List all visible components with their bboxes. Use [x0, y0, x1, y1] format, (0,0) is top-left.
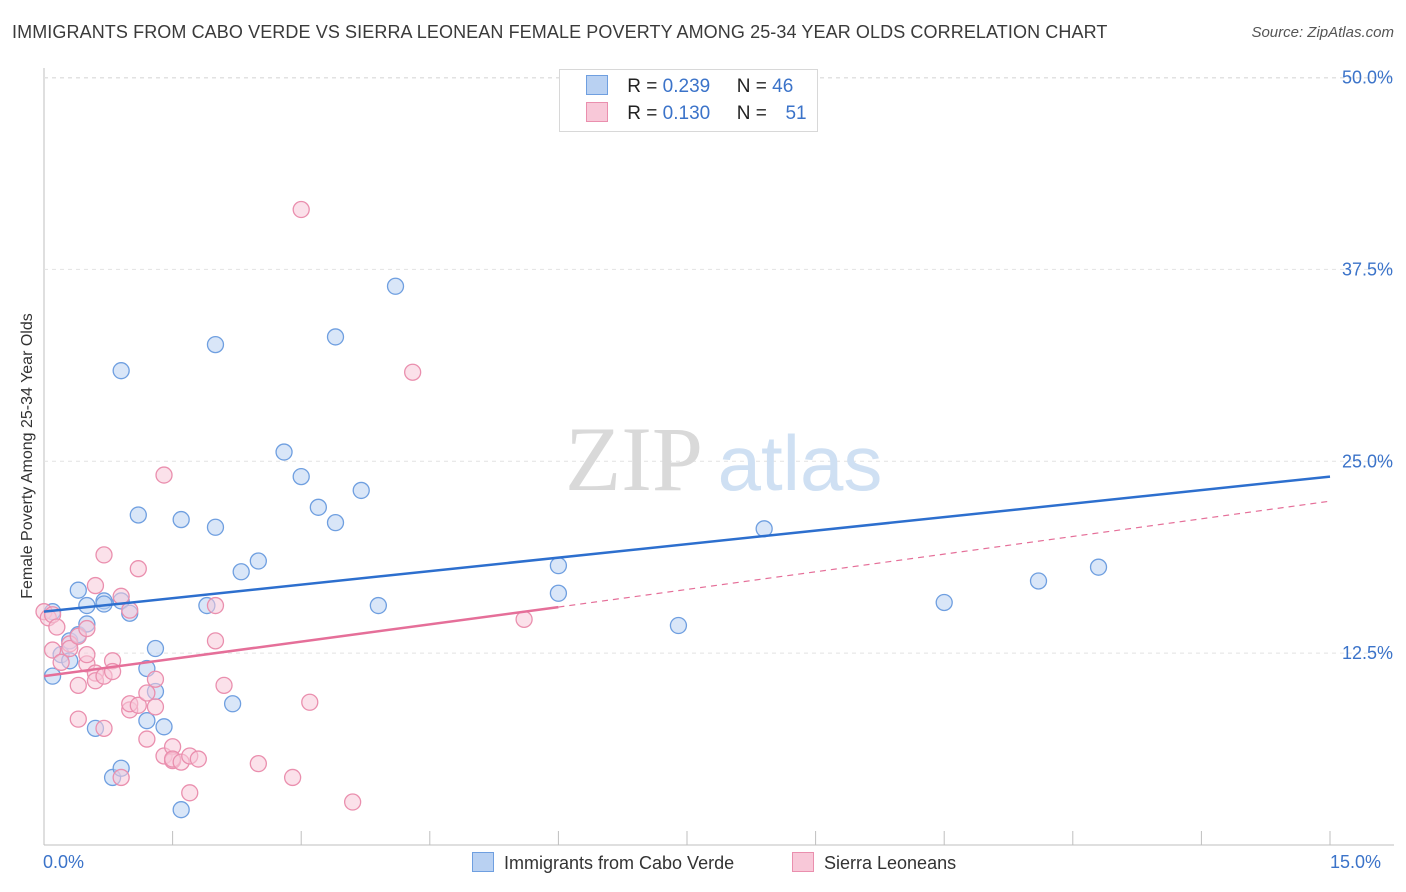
- cabo-verde-point: [326, 328, 345, 346]
- legend-swatch-cabo-verde: [586, 75, 608, 95]
- cabo-verde-trend-line: [43, 475, 1331, 613]
- cabo-verde-point: [138, 712, 156, 730]
- cabo-verde-point: [155, 718, 173, 736]
- sierra-leone-point: [138, 684, 156, 702]
- cabo-verde-point: [249, 552, 267, 570]
- y-tick-label: 37.5%: [1342, 259, 1393, 279]
- bottom-legend-swatch-cabo-verde: [472, 852, 494, 872]
- x-tick-label-min: 0.0%: [43, 852, 85, 872]
- bottom-legend-cabo-verde: Immigrants from Cabo Verde: [472, 852, 734, 874]
- sierra-leone-point: [404, 363, 422, 381]
- sierra-leone-point: [129, 560, 147, 578]
- cabo-verde-point: [386, 277, 405, 295]
- sierra-leone-point: [249, 754, 267, 773]
- sierra-leone-point: [189, 750, 207, 768]
- legend-n-label: N =: [736, 76, 767, 97]
- cabo-verde-point: [112, 362, 130, 380]
- sierra-leone-point: [283, 768, 302, 787]
- legend-r-value: 0.130: [662, 103, 711, 124]
- sierra-leone-point: [146, 670, 165, 688]
- y-tick-label: 25.0%: [1342, 451, 1393, 471]
- legend-r-label: R =: [627, 76, 658, 97]
- cabo-verde-point: [292, 467, 310, 486]
- legend-n-value: 51: [785, 103, 807, 124]
- cabo-verde-point: [309, 498, 327, 516]
- source-credit: Source: ZipAtlas.com: [1251, 24, 1394, 41]
- sierra-leone-point: [129, 696, 147, 714]
- bottom-legend-sierra-leone: Sierra Leoneans: [792, 852, 956, 874]
- cabo-verde-point: [69, 581, 87, 599]
- cabo-verde-point: [1029, 572, 1048, 590]
- sierra-leone-point: [121, 601, 139, 619]
- sierra-leone-point: [138, 730, 156, 748]
- sierra-leone-point: [78, 619, 96, 638]
- sierra-leone-point: [206, 596, 225, 615]
- cabo-verde-point: [935, 593, 953, 612]
- y-tick-label: 50.0%: [1342, 68, 1393, 88]
- watermark-zip: ZIP: [565, 408, 703, 510]
- sierra-leone-point: [86, 576, 105, 595]
- sierra-leone-point: [61, 639, 79, 658]
- bottom-legend-label-cabo-verde: Immigrants from Cabo Verde: [504, 853, 735, 873]
- sierra-leone-point: [43, 641, 62, 659]
- cabo-verde-point: [549, 584, 568, 602]
- sierra-leone-point: [155, 466, 173, 484]
- legend-row-cabo-verde: R = 0.239 N = 46: [586, 75, 793, 99]
- x-tick-label-max: 15.0%: [1330, 852, 1382, 872]
- sierra-leone-point: [146, 698, 165, 716]
- cabo-verde-point: [172, 801, 190, 819]
- legend-r-value: 0.239: [662, 76, 711, 97]
- sierra-leone-point: [48, 618, 66, 636]
- legend-n-label: N =: [736, 103, 767, 124]
- cabo-verde-point: [172, 510, 190, 529]
- sierra-leone-point: [301, 693, 319, 711]
- cabo-verde-point: [232, 563, 250, 581]
- cabo-verde-point: [275, 443, 293, 461]
- cabo-verde-point: [549, 556, 568, 575]
- watermark-atlas: atlas: [718, 419, 883, 507]
- cabo-verde-point: [369, 596, 388, 615]
- sierra-leone-trend-extension: [558, 500, 1331, 608]
- cabo-verde-point: [206, 518, 225, 536]
- y-tick-label: 12.5%: [1342, 643, 1393, 663]
- sierra-leone-point: [292, 200, 310, 219]
- cabo-verde-point: [669, 616, 688, 635]
- sierra-leone-point: [215, 676, 233, 695]
- sierra-leone-point: [206, 632, 225, 650]
- legend-swatch-sierra-leone: [586, 102, 608, 122]
- sierra-leone-point: [343, 793, 362, 811]
- correlation-legend: R = 0.239 N = 46 R = 0.130 N = 51: [559, 69, 818, 132]
- sierra-leone-point: [112, 768, 130, 787]
- bottom-legend-swatch-sierra-leone: [792, 852, 814, 872]
- cabo-verde-point: [326, 514, 345, 532]
- cabo-verde-point: [223, 695, 242, 713]
- cabo-verde-point: [206, 335, 225, 354]
- sierra-leone-point: [69, 710, 87, 728]
- sierra-leone-point: [78, 646, 96, 664]
- chart-title: IMMIGRANTS FROM CABO VERDE VS SIERRA LEO…: [12, 22, 1108, 42]
- cabo-verde-point: [146, 639, 165, 658]
- cabo-verde-point: [352, 481, 370, 500]
- legend-row-sierra-leone: R = 0.130 N = 51: [586, 102, 807, 126]
- sierra-leone-point: [69, 676, 87, 695]
- cabo-verde-point: [129, 506, 147, 524]
- legend-r-label: R =: [627, 103, 658, 124]
- sierra-leone-point: [95, 719, 113, 737]
- sierra-leone-trend-line: [43, 605, 559, 678]
- sierra-leone-point: [95, 546, 113, 564]
- bottom-legend-label-sierra-leone: Sierra Leoneans: [824, 853, 957, 873]
- sierra-leone-point: [181, 784, 199, 802]
- cabo-verde-point: [1089, 558, 1108, 576]
- sierra-leone-point: [515, 610, 533, 629]
- sierra-leone-point: [52, 653, 70, 671]
- legend-n-value: 46: [772, 76, 794, 97]
